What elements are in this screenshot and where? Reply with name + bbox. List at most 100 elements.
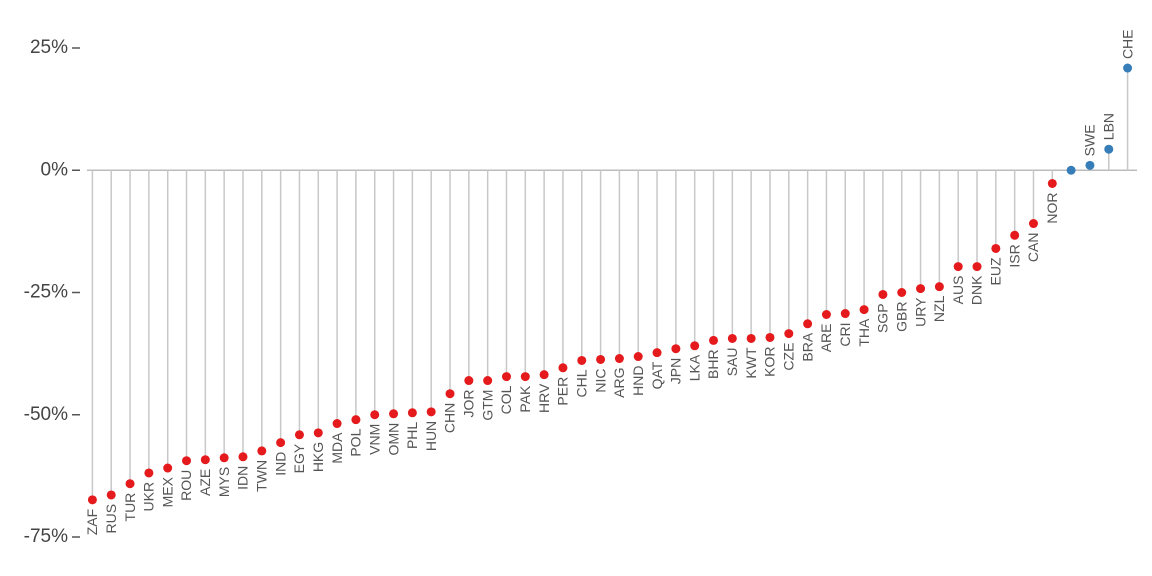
category-label: ZAF [84, 509, 100, 535]
category-label: IND [272, 452, 288, 476]
category-label: AZE [197, 469, 213, 496]
dot [1066, 165, 1076, 175]
y-tick-label: 25% [30, 37, 68, 58]
dot [633, 352, 643, 362]
category-label: MDA [329, 432, 345, 464]
dot [1028, 219, 1038, 229]
dot [332, 419, 342, 429]
dot [765, 332, 775, 342]
dot [840, 309, 850, 319]
dot [803, 319, 813, 329]
category-label: AUS [950, 276, 966, 305]
category-label: MEX [159, 476, 175, 507]
category-label: KOR [762, 346, 778, 376]
dot [426, 407, 436, 417]
category-label: TWN [254, 460, 270, 492]
category-label: NIC [592, 368, 608, 392]
dot [746, 333, 756, 343]
category-label: JPN [668, 358, 684, 384]
dot [539, 370, 549, 380]
dot [501, 372, 511, 382]
category-label: ARG [611, 368, 627, 398]
category-label: MYS [216, 467, 232, 497]
category-label: HUN [423, 421, 439, 451]
category-label: RUS [103, 504, 119, 534]
category-label: NZL [931, 295, 947, 322]
category-label: CHL [573, 369, 589, 397]
dot [389, 409, 399, 419]
y-tick-label: 0% [41, 159, 69, 180]
category-label: CZE [781, 343, 797, 371]
dot [1010, 230, 1020, 240]
dot [313, 428, 323, 438]
category-label: ISR [1006, 244, 1022, 267]
dot [859, 305, 869, 315]
category-label: CHN [442, 403, 458, 433]
dot [652, 348, 662, 358]
dot [276, 438, 286, 448]
category-label: GBR [893, 302, 909, 332]
dot [257, 446, 267, 456]
dot [709, 335, 719, 345]
dot [916, 284, 926, 294]
category-label: HKG [310, 442, 326, 472]
dot [972, 262, 982, 272]
dot [370, 410, 380, 420]
category-label: BRA [799, 332, 815, 361]
category-label: IDN [235, 466, 251, 490]
dot [577, 355, 587, 365]
category-label: KWT [743, 347, 759, 379]
category-label: JOR [461, 390, 477, 418]
dot [200, 455, 210, 465]
dot [125, 479, 135, 489]
category-label: BHR [705, 349, 721, 379]
dot [87, 495, 97, 505]
category-label: CHE [1119, 29, 1135, 59]
dot [1123, 63, 1133, 73]
dot [294, 430, 304, 440]
category-label: CAN [1025, 233, 1041, 263]
dot [821, 310, 831, 320]
category-label: LKA [686, 354, 702, 381]
dot [614, 354, 624, 364]
dot [953, 262, 963, 272]
category-label: ARE [818, 324, 834, 353]
dot [558, 363, 568, 373]
category-label: GTM [479, 390, 495, 421]
category-label: UKR [141, 482, 157, 512]
dot [1104, 144, 1114, 154]
dot [464, 376, 474, 386]
category-label: LBN [1100, 113, 1116, 140]
category-label: NOR [1044, 192, 1060, 223]
dot [878, 289, 888, 299]
y-tick-label: -75% [24, 526, 68, 547]
category-label: CRI [837, 323, 853, 347]
dot [106, 490, 116, 500]
category-label: SGP [875, 303, 891, 333]
dot [727, 333, 737, 343]
category-label: OMN [385, 423, 401, 456]
dot [784, 329, 794, 339]
dot [445, 389, 455, 399]
dot [520, 372, 530, 382]
dot [483, 376, 493, 386]
dot [690, 341, 700, 351]
y-tick-label: -50% [24, 404, 68, 425]
category-label: SWE [1082, 124, 1098, 156]
y-tick-label: -25% [24, 282, 68, 303]
dot [897, 288, 907, 297]
category-label: URY [912, 297, 928, 327]
category-label: HND [630, 366, 646, 396]
dot [671, 344, 681, 354]
category-label: DNK [969, 275, 985, 305]
dot [596, 354, 606, 364]
dot [934, 282, 944, 292]
category-label: PHL [404, 422, 420, 449]
dot [1047, 178, 1057, 188]
category-label: SAU [724, 347, 740, 376]
category-label: QAT [649, 361, 665, 389]
dot [144, 468, 154, 478]
category-label: POL [348, 428, 364, 456]
